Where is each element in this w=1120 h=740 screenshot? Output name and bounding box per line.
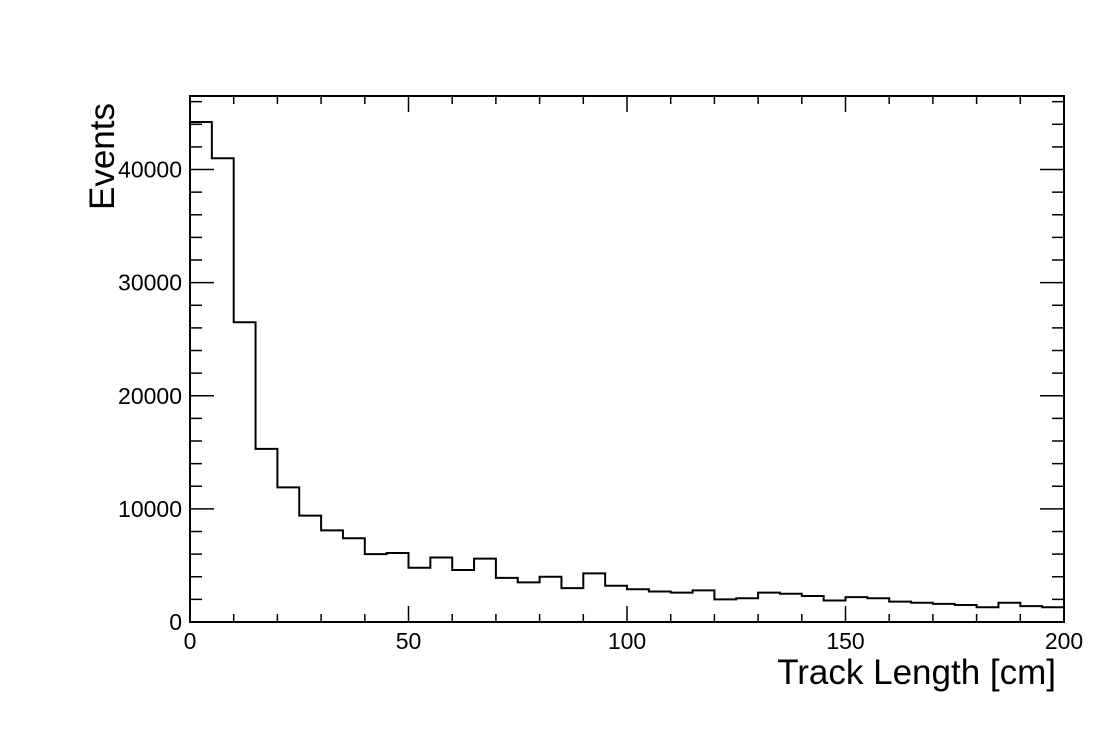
x-tick-label: 100 [608, 628, 646, 654]
x-tick-label: 150 [826, 628, 864, 654]
y-tick-label: 20000 [118, 383, 182, 409]
x-axis-title: Track Length [cm] [777, 653, 1056, 692]
histogram-step-line [190, 121, 1064, 609]
x-tick-label: 200 [1045, 628, 1083, 654]
y-tick-label: 30000 [118, 270, 182, 296]
y-axis-title: Events [83, 103, 122, 210]
axis-ticks [189, 96, 1065, 623]
tick-labels: 0 50 100 150 200 0 10000 20000 30000 40000 [118, 157, 1083, 654]
x-tick-label: 50 [396, 628, 422, 654]
plot-frame [189, 95, 1065, 623]
y-tick-label: 10000 [118, 496, 182, 522]
x-tick-label: 0 [184, 628, 197, 654]
y-tick-label: 40000 [118, 157, 182, 183]
y-tick-label: 0 [169, 609, 182, 635]
